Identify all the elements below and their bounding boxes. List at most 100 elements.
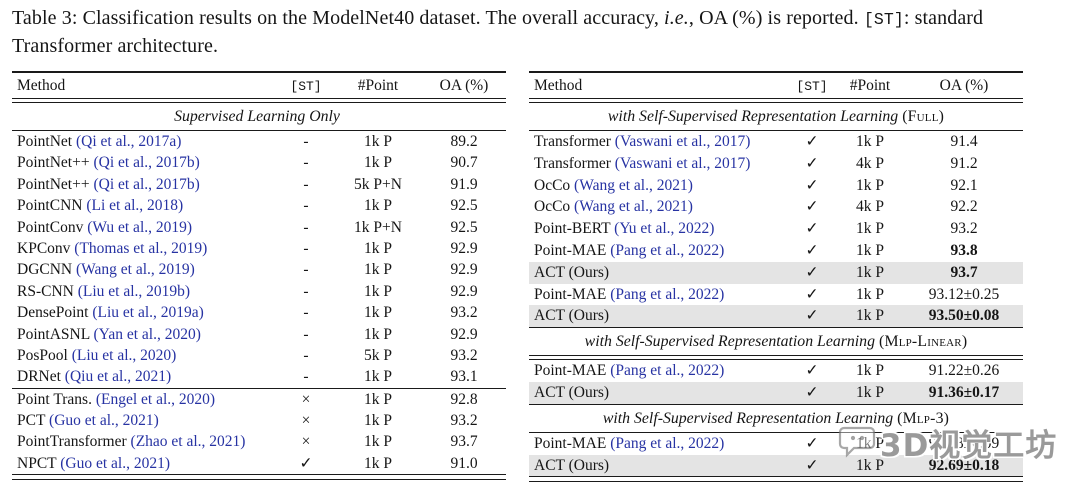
citation-link[interactable]: (Thomas et al., 2019) xyxy=(74,239,208,257)
oa-cell: 92.9 xyxy=(450,261,478,279)
table-row: PointNet++ (Qi et al., 2017b) - 1k P 90.… xyxy=(12,152,506,173)
oa-cell: 92.58±0.09 xyxy=(928,434,1000,452)
citation-link[interactable]: (Li et al., 2018) xyxy=(86,197,184,215)
caption-text: , OA (%) is reported. xyxy=(688,7,864,29)
table-row: NPCT (Guo et al., 2021) ✓ 1k P 91.0 xyxy=(12,453,506,474)
oa-cell: 89.2 xyxy=(450,133,478,150)
header-st: [ST] xyxy=(290,79,322,94)
method-cell: DensePoint (Liu et al., 2019a) xyxy=(12,302,278,323)
method-name: OcCo xyxy=(534,198,575,216)
citation-link[interactable]: (Yu et al., 2022) xyxy=(614,220,715,238)
table-row: Transformer (Vaswani et al., 2017) ✓ 1k … xyxy=(529,131,1023,153)
citation-link[interactable]: (Wang et al., 2021) xyxy=(574,176,693,194)
citation-link[interactable]: (Guo et al., 2021) xyxy=(60,454,170,472)
citation-link[interactable]: (Wu et al., 2019) xyxy=(87,218,193,236)
method-cell: Point-MAE (Pang et al., 2022) xyxy=(529,360,789,382)
section-title-tag: (Mlp-3) xyxy=(897,409,950,427)
points-cell: 1k P xyxy=(856,220,884,238)
method-name: Point Trans. xyxy=(17,390,96,408)
method-name: DensePoint xyxy=(17,304,93,322)
citation-link[interactable]: (Liu et al., 2019a) xyxy=(92,304,204,322)
citation-link[interactable]: (Qi et al., 2017a) xyxy=(76,133,182,150)
oa-cell: 92.69±0.18 xyxy=(928,456,1000,474)
citation-link[interactable]: (Pang et al., 2022) xyxy=(610,241,725,259)
citation-link[interactable]: (Qi et al., 2017b) xyxy=(93,154,200,172)
citation-link[interactable]: (Liu et al., 2020) xyxy=(71,346,177,364)
table-section-rows: PointNet (Qi et al., 2017a) - 1k P 89.2 … xyxy=(12,131,506,388)
method-name: PosPool xyxy=(17,346,72,364)
method-cell: Point-BERT (Yu et al., 2022) xyxy=(529,218,789,240)
table-row: OcCo (Wang et al., 2021) ✓ 1k P 92.1 xyxy=(529,175,1023,197)
st-cell: ✓ xyxy=(805,456,819,474)
divider xyxy=(12,71,506,73)
st-cell: × xyxy=(301,390,311,408)
table-row: PCT (Guo et al., 2021) × 1k P 93.2 xyxy=(12,410,506,431)
st-cell: - xyxy=(303,133,309,150)
method-name: PointASNL xyxy=(17,325,94,343)
oa-cell: 93.7 xyxy=(450,433,478,451)
citation-link[interactable]: (Pang et al., 2022) xyxy=(610,434,725,452)
method-cell: PointConv (Wu et al., 2019) xyxy=(12,217,278,238)
right-table: Method [ST] #Point OA (%) with Self-Supe… xyxy=(529,71,1023,482)
table-row: PointConv (Wu et al., 2019) - 1k P+N 92.… xyxy=(12,217,506,238)
section-title-tag: (Full) xyxy=(902,108,945,125)
st-cell: ✓ xyxy=(805,176,819,194)
table-row: Point-MAE (Pang et al., 2022) ✓ 1k P 93.… xyxy=(529,240,1023,262)
method-name: Point-MAE xyxy=(534,285,611,303)
points-cell: 1k P xyxy=(856,456,884,474)
method-cell: RS-CNN (Liu et al., 2019b) xyxy=(12,281,278,302)
citation-link[interactable]: (Pang et al., 2022) xyxy=(610,362,725,380)
divider xyxy=(12,474,506,480)
citation-link[interactable]: (Wang et al., 2021) xyxy=(574,198,693,216)
table-row: PointASNL (Yan et al., 2020) - 1k P 92.9 xyxy=(12,324,506,345)
divider xyxy=(529,327,1023,329)
citation-link[interactable]: (Yan et al., 2020) xyxy=(93,325,201,343)
method-name: PointTransformer xyxy=(17,433,131,451)
citation-link[interactable]: (Qi et al., 2017b) xyxy=(93,175,200,193)
method-cell: ACT (Ours) xyxy=(529,262,789,284)
divider xyxy=(529,355,1023,361)
oa-cell: 91.22±0.26 xyxy=(928,362,1000,380)
divider xyxy=(529,431,1023,433)
table-row: KPConv (Thomas et al., 2019) - 1k P 92.9 xyxy=(12,238,506,259)
points-cell: 1k P xyxy=(364,133,392,150)
table-row: Point-MAE (Pang et al., 2022) ✓ 1k P 92.… xyxy=(529,433,1023,455)
divider xyxy=(529,98,1023,103)
points-cell: 1k P xyxy=(856,434,884,452)
points-cell: 1k P xyxy=(856,176,884,194)
st-cell: ✓ xyxy=(805,263,819,281)
method-cell: ACT (Ours) xyxy=(529,455,789,477)
method-name: ACT (Ours) xyxy=(534,263,610,281)
method-name: ACT (Ours) xyxy=(534,307,610,325)
divider xyxy=(529,130,1023,131)
points-cell: 1k P xyxy=(364,282,392,300)
st-cell: × xyxy=(301,412,311,430)
method-name: DGCNN xyxy=(17,261,76,279)
citation-link[interactable]: (Engel et al., 2020) xyxy=(95,390,216,408)
points-cell: 4k P xyxy=(856,198,884,216)
points-cell: 1k P xyxy=(364,197,392,215)
citation-link[interactable]: (Vaswani et al., 2017) xyxy=(614,133,751,150)
points-cell: 1k P xyxy=(856,285,884,303)
table-row: Point-BERT (Yu et al., 2022) ✓ 1k P 93.2 xyxy=(529,218,1023,240)
table-row: ACT (Ours) ✓ 1k P 92.69±0.18 xyxy=(529,454,1023,477)
citation-link[interactable]: (Wang et al., 2019) xyxy=(76,261,195,279)
citation-link[interactable]: (Qiu et al., 2021) xyxy=(64,368,172,386)
method-name: ACT (Ours) xyxy=(534,383,610,401)
section-title-tag: (Mlp-Linear) xyxy=(878,333,968,351)
citation-link[interactable]: (Vaswani et al., 2017) xyxy=(614,154,751,172)
points-cell: 1k P xyxy=(364,433,392,451)
method-name: Point-MAE xyxy=(534,241,611,259)
oa-cell: 92.2 xyxy=(950,198,978,216)
points-cell: 4k P xyxy=(856,154,884,172)
method-name: DRNet xyxy=(17,368,65,386)
oa-cell: 93.2 xyxy=(450,412,478,430)
citation-link[interactable]: (Liu et al., 2019b) xyxy=(77,282,191,300)
oa-cell: 93.2 xyxy=(950,220,978,238)
table-section-rows: Point-MAE (Pang et al., 2022) ✓ 1k P 92.… xyxy=(529,433,1023,477)
citation-link[interactable]: (Pang et al., 2022) xyxy=(610,285,725,303)
citation-link[interactable]: (Guo et al., 2021) xyxy=(49,412,159,430)
citation-link[interactable]: (Zhao et al., 2021) xyxy=(130,433,246,451)
table-row: DGCNN (Wang et al., 2019) - 1k P 92.9 xyxy=(12,259,506,280)
caption-ie: i.e. xyxy=(664,7,689,29)
